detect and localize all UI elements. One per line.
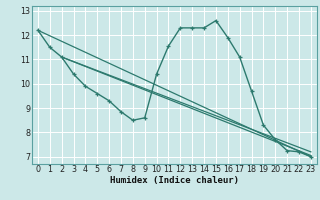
X-axis label: Humidex (Indice chaleur): Humidex (Indice chaleur): [110, 176, 239, 185]
